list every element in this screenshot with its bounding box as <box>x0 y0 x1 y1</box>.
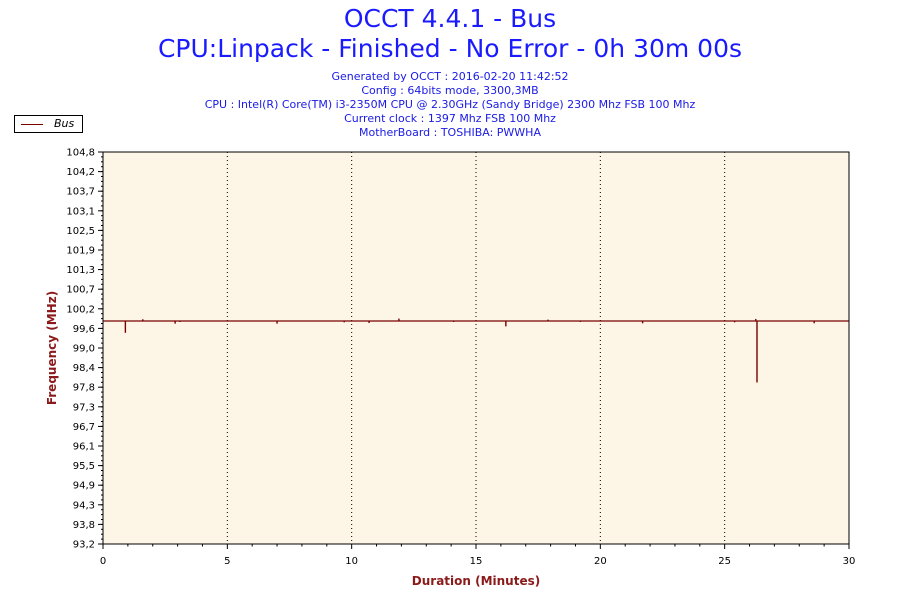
y-tick-label: 96,7 <box>73 422 95 433</box>
chart-title: OCCT 4.4.1 - Bus <box>343 4 557 33</box>
y-tick-label: 103,7 <box>66 187 95 198</box>
y-tick-label: 102,5 <box>66 226 95 237</box>
y-tick-label: 100,2 <box>66 304 95 315</box>
y-tick-label: 97,8 <box>73 383 95 394</box>
info-cpu: CPU : Intel(R) Core(TM) i3-2350M CPU @ 2… <box>204 98 696 111</box>
info-motherboard: MotherBoard : TOSHIBA: PWWHA <box>359 126 541 139</box>
info-clock: Current clock : 1397 Mhz FSB 100 Mhz <box>344 112 556 125</box>
y-tick-label: 100,7 <box>66 285 95 296</box>
legend-label: Bus <box>54 117 75 130</box>
x-tick-label: 0 <box>100 556 106 567</box>
x-tick-label: 15 <box>470 556 483 567</box>
x-axis-label: Duration (Minutes) <box>412 574 540 588</box>
y-tick-label: 97,3 <box>73 402 95 413</box>
y-tick-label: 93,8 <box>73 520 95 531</box>
y-tick-label: 99,6 <box>73 324 95 335</box>
info-config: Config : 64bits mode, 3300,3MB <box>361 84 539 97</box>
y-tick-label: 101,9 <box>66 246 95 257</box>
y-tick-label: 96,1 <box>73 442 95 453</box>
y-tick-label: 95,5 <box>73 461 95 472</box>
y-tick-label: 104,8 <box>66 148 95 159</box>
y-tick-label: 104,2 <box>66 167 95 178</box>
x-tick-label: 30 <box>843 556 856 567</box>
x-tick-label: 5 <box>224 556 230 567</box>
legend-swatch <box>21 124 43 125</box>
info-generated: Generated by OCCT : 2016-02-20 11:42:52 <box>331 70 569 83</box>
legend: Bus <box>14 115 83 133</box>
y-tick-label: 101,3 <box>66 265 95 276</box>
grid <box>226 152 726 544</box>
y-tick-label: 98,4 <box>73 363 95 374</box>
y-tick-label: 94,9 <box>73 481 95 492</box>
x-tick-label: 10 <box>345 556 358 567</box>
y-tick-label: 93,2 <box>73 540 95 551</box>
axes: 104,8 104,2 103,7 103,1 102,5 101,9 101,3 100,7… <box>66 148 855 568</box>
chart-subtitle: CPU:Linpack - Finished - No Error - 0h 3… <box>157 34 743 63</box>
y-tick-label: 103,1 <box>66 206 95 217</box>
y-axis-label: Frequency (MHz) <box>45 291 59 405</box>
x-tick-label: 25 <box>718 556 731 567</box>
x-tick-label: 20 <box>594 556 607 567</box>
y-tick-label: 99,0 <box>73 344 95 355</box>
y-tick-label: 94,3 <box>73 500 95 511</box>
series-group <box>103 318 849 383</box>
